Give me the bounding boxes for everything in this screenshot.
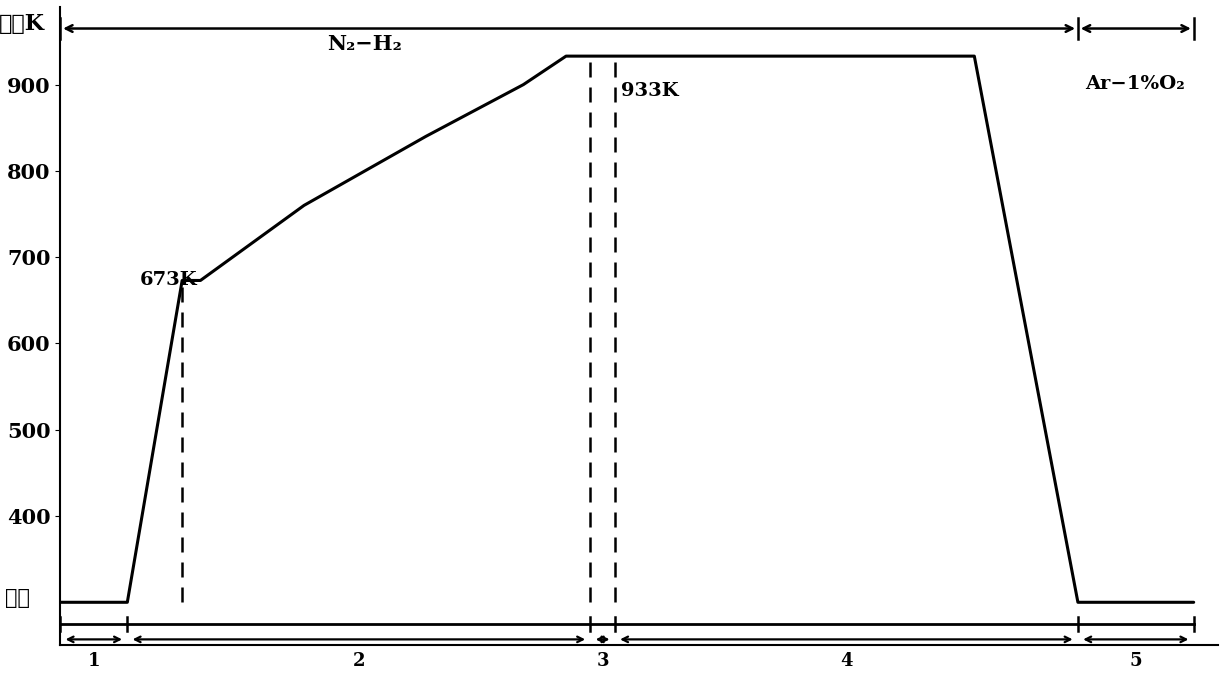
Text: Ar−1%O₂: Ar−1%O₂ [1085,75,1185,93]
Text: N₂−H₂: N₂−H₂ [327,34,402,54]
Text: 2: 2 [353,652,365,671]
Text: 3: 3 [597,652,609,671]
Text: 673K: 673K [140,272,197,289]
Text: 温度K: 温度K [0,14,45,35]
Text: 933K: 933K [621,82,679,100]
Text: 4: 4 [840,652,853,671]
Text: 室温: 室温 [5,588,31,608]
Text: 5: 5 [1129,652,1142,671]
Text: 1: 1 [87,652,100,671]
